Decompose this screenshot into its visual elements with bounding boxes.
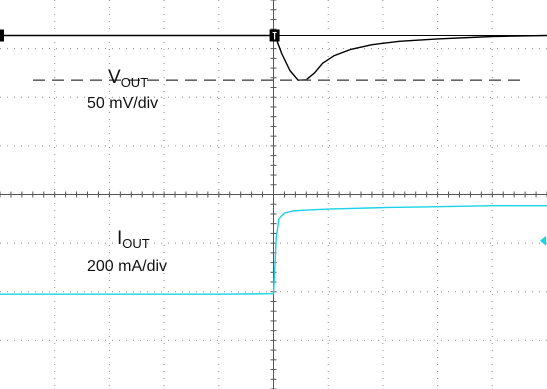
ch2-level-marker xyxy=(540,235,546,246)
ch1-level-marker xyxy=(0,29,4,42)
vout-label-main: V xyxy=(108,67,121,88)
vout-label-sub: OUT xyxy=(121,75,149,90)
vout-scale: 50 mV/div xyxy=(87,95,158,112)
trace-iout xyxy=(0,204,547,295)
iout-scale: 200 mA/div xyxy=(87,258,167,275)
iout-label-sub: OUT xyxy=(122,236,150,251)
iout-label: IOUT xyxy=(117,228,150,251)
vout-label: VOUT xyxy=(108,67,148,90)
traces xyxy=(0,29,547,295)
iout-label-main: I xyxy=(117,228,122,249)
